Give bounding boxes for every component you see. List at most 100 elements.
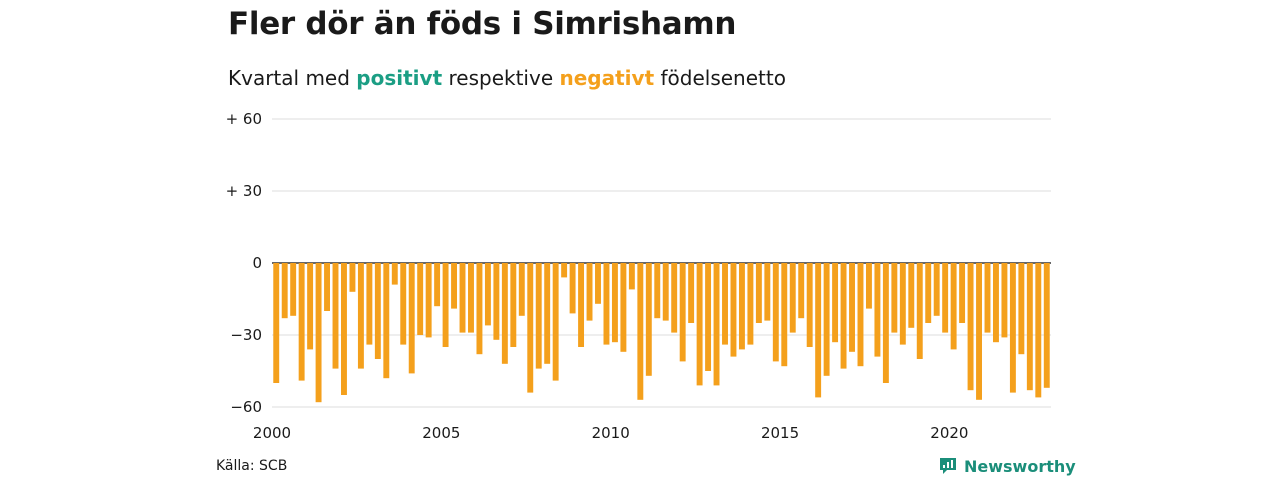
x-tick-label: 2020 — [930, 424, 968, 442]
y-tick-label: −60 — [230, 398, 262, 416]
bar — [552, 263, 559, 381]
bar — [908, 263, 915, 328]
bar — [476, 263, 483, 355]
bar — [493, 263, 500, 340]
bar — [730, 263, 737, 357]
bar — [518, 263, 525, 316]
brand-logo: Newsworthy — [938, 456, 1076, 476]
bar — [1009, 263, 1016, 393]
bar — [273, 263, 280, 383]
subtitle-suffix: födelsenetto — [660, 66, 786, 90]
brand-name: Newsworthy — [964, 456, 1076, 476]
bar — [899, 263, 906, 345]
bar — [417, 263, 424, 335]
bar — [959, 263, 966, 323]
bar — [713, 263, 720, 386]
bar — [281, 263, 288, 319]
bar — [544, 263, 551, 364]
bar — [1043, 263, 1050, 388]
bar — [501, 263, 508, 364]
x-tick-label: 2015 — [761, 424, 799, 442]
chart-title: Fler dör än föds i Simrishamn — [228, 6, 737, 42]
bar — [662, 263, 669, 321]
bar — [383, 263, 390, 379]
bar — [484, 263, 491, 326]
bar — [882, 263, 889, 383]
y-tick-labels: + 60 + 30 0 −30 −60 — [226, 110, 262, 416]
bar — [976, 263, 982, 400]
bar — [391, 263, 398, 285]
bar — [874, 263, 881, 357]
bar — [408, 263, 415, 374]
bar — [967, 263, 974, 391]
bar — [823, 263, 830, 376]
bar — [984, 263, 991, 333]
bar — [806, 263, 813, 347]
bar — [849, 263, 855, 352]
bar — [459, 263, 466, 333]
bar — [586, 263, 593, 321]
bar — [611, 263, 618, 343]
bar — [789, 263, 796, 333]
bar — [671, 263, 678, 333]
bar — [1001, 263, 1008, 338]
bar — [950, 263, 957, 350]
bar — [307, 263, 314, 350]
x-tick-label: 2010 — [592, 424, 630, 442]
subtitle-positive-word: positivt — [356, 66, 443, 90]
bar — [696, 263, 703, 386]
bar — [781, 263, 788, 367]
bar — [891, 263, 898, 333]
y-tick-label: + 60 — [226, 110, 262, 128]
bar — [832, 263, 839, 343]
bar — [645, 263, 652, 376]
bar — [815, 263, 822, 398]
source-note: Källa: SCB — [216, 458, 288, 474]
bar — [798, 263, 805, 319]
bar — [628, 263, 635, 290]
bar — [857, 263, 864, 367]
bar — [755, 263, 762, 323]
bar — [374, 263, 381, 359]
subtitle-prefix: Kvartal med — [228, 66, 350, 90]
bar — [357, 263, 364, 369]
bar — [451, 263, 458, 309]
bar — [705, 263, 712, 371]
bar — [298, 263, 305, 381]
bar — [510, 263, 517, 347]
bar — [569, 263, 576, 314]
bar — [324, 263, 331, 311]
bar — [747, 263, 754, 345]
bar — [603, 263, 610, 345]
bar — [1026, 263, 1033, 391]
y-tick-label: −30 — [230, 326, 262, 344]
bar — [425, 263, 432, 338]
bar — [1035, 263, 1042, 398]
chart-subtitle: Kvartal med positivt respektive negativt… — [228, 66, 786, 90]
subtitle-negative-word: negativt — [559, 66, 655, 90]
bar — [527, 263, 534, 393]
bar — [290, 263, 297, 316]
bar — [400, 263, 407, 345]
bar — [332, 263, 339, 369]
bar — [341, 263, 347, 395]
bar — [654, 263, 661, 319]
bar — [942, 263, 949, 333]
bar — [772, 263, 779, 362]
bar — [434, 263, 441, 307]
bar — [764, 263, 771, 321]
bar — [578, 263, 585, 347]
bar — [840, 263, 847, 369]
x-tick-label: 2000 — [253, 424, 291, 442]
bars — [273, 263, 1050, 403]
y-tick-label: + 30 — [226, 182, 262, 200]
bar — [561, 263, 568, 278]
x-tick-label: 2005 — [422, 424, 460, 442]
bar — [442, 263, 449, 347]
bar — [916, 263, 923, 359]
bar — [535, 263, 542, 369]
x-tick-labels: 2000 2005 2010 2015 2020 — [253, 424, 969, 442]
bar — [468, 263, 474, 333]
newsworthy-logo-icon — [940, 458, 956, 474]
